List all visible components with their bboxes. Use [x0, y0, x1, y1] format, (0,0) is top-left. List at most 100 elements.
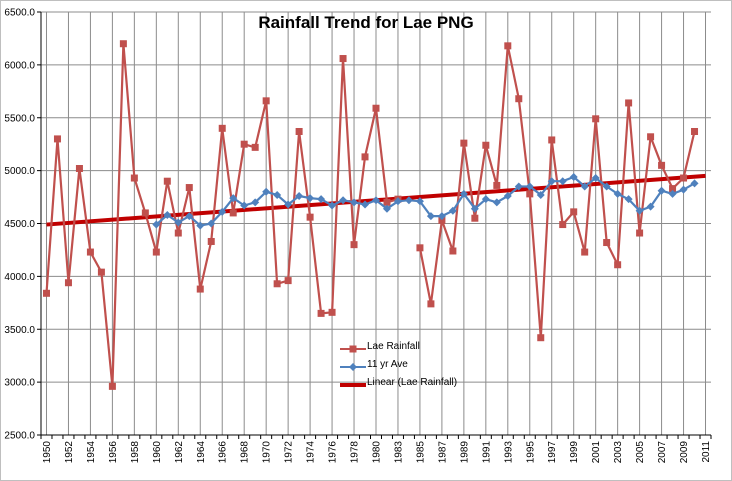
data-point-11-yr-ave: [591, 174, 600, 183]
x-tick-label: 1962: [174, 441, 185, 464]
data-point-lae-rainfall: [119, 40, 127, 48]
data-point-11-yr-ave: [295, 192, 304, 201]
data-point-lae-rainfall: [207, 237, 215, 245]
x-tick-label: 2001: [591, 441, 602, 464]
data-point-lae-rainfall: [658, 161, 666, 169]
y-tick-label: 5500.0: [4, 113, 35, 124]
data-point-11-yr-ave: [580, 182, 589, 191]
x-tick-label: 2005: [635, 441, 646, 464]
data-point-lae-rainfall: [614, 261, 622, 269]
data-point-11-yr-ave: [393, 197, 402, 206]
chart-title: Rainfall Trend for Lae PNG: [258, 13, 474, 32]
legend-item-lae-rainfall: Lae Rainfall: [340, 340, 490, 358]
x-tick-label: 2009: [679, 441, 690, 464]
x-tick-label: 1995: [525, 441, 536, 464]
legend-swatch-11yr-ave: [340, 363, 366, 371]
data-point-11-yr-ave: [284, 200, 293, 209]
data-point-lae-rainfall: [328, 308, 336, 316]
data-point-lae-rainfall: [647, 133, 655, 141]
data-point-lae-rainfall: [372, 104, 380, 112]
data-point-11-yr-ave: [448, 206, 457, 215]
data-point-lae-rainfall: [581, 248, 589, 256]
data-point-11-yr-ave: [503, 192, 512, 201]
y-tick-label: 3500.0: [4, 325, 35, 336]
legend-item-11yr-ave: 11 yr Ave: [340, 358, 490, 376]
data-point-11-yr-ave: [317, 195, 326, 204]
data-point-11-yr-ave: [558, 177, 567, 186]
x-tick-label: 1954: [86, 441, 97, 464]
grid-layer: [41, 11, 711, 436]
data-point-lae-rainfall: [273, 280, 281, 288]
data-point-lae-rainfall: [317, 309, 325, 317]
y-tick-label: 4000.0: [4, 272, 35, 283]
series-11-yr-ave: [152, 172, 699, 230]
data-point-11-yr-ave: [404, 196, 413, 205]
data-point-lae-rainfall: [75, 165, 83, 173]
data-point-11-yr-ave: [602, 182, 611, 191]
data-point-11-yr-ave: [690, 179, 699, 188]
x-tick-label: 1978: [350, 441, 361, 464]
data-point-11-yr-ave: [525, 182, 534, 191]
data-point-lae-rainfall: [438, 216, 446, 224]
data-point-lae-rainfall: [504, 42, 512, 50]
data-point-lae-rainfall: [350, 241, 358, 249]
data-point-11-yr-ave: [218, 207, 227, 216]
x-tick-label: 1980: [372, 441, 383, 464]
data-point-lae-rainfall: [130, 174, 138, 182]
data-point-lae-rainfall: [548, 136, 556, 144]
data-point-11-yr-ave: [361, 200, 370, 209]
series-layer: [42, 40, 699, 390]
data-point-11-yr-ave: [163, 211, 172, 220]
data-point-lae-rainfall: [141, 209, 149, 217]
data-point-11-yr-ave: [207, 219, 216, 228]
data-point-11-yr-ave: [569, 172, 578, 181]
data-point-lae-rainfall: [64, 279, 72, 287]
x-tick-label: 1950: [42, 441, 53, 464]
data-point-lae-rainfall: [306, 213, 314, 221]
y-tick-label: 3000.0: [4, 378, 35, 389]
legend-label-linear-trend: Linear (Lae Rainfall): [367, 377, 458, 388]
data-point-11-yr-ave: [536, 190, 545, 199]
data-point-11-yr-ave: [481, 195, 490, 204]
data-point-11-yr-ave: [306, 194, 315, 203]
x-tick-label: 1983: [393, 441, 404, 464]
data-point-11-yr-ave: [514, 182, 523, 191]
data-point-11-yr-ave: [459, 189, 468, 198]
legend-swatch-linear-trend: [340, 383, 366, 387]
data-point-11-yr-ave: [262, 187, 271, 196]
x-tick-label: 2011: [701, 441, 712, 463]
data-point-lae-rainfall: [108, 382, 116, 390]
x-tick-label: 1966: [218, 441, 229, 464]
data-point-lae-rainfall: [152, 248, 160, 256]
x-tick-label: 1991: [481, 441, 492, 464]
data-point-lae-rainfall: [383, 198, 391, 206]
x-tick-label: 1956: [108, 441, 119, 464]
data-point-lae-rainfall: [570, 208, 578, 216]
data-point-11-yr-ave: [668, 189, 677, 198]
data-point-lae-rainfall: [427, 300, 435, 308]
x-tick-label: 1989: [459, 441, 470, 464]
data-point-lae-rainfall: [185, 184, 193, 192]
data-point-11-yr-ave: [273, 190, 282, 199]
data-point-lae-rainfall: [515, 95, 523, 103]
data-point-11-yr-ave: [229, 194, 238, 203]
data-point-11-yr-ave: [196, 221, 205, 230]
x-tick-label: 1972: [284, 441, 295, 464]
data-point-11-yr-ave: [185, 212, 194, 221]
data-point-lae-rainfall: [361, 153, 369, 161]
data-point-lae-rainfall: [669, 185, 677, 193]
x-tick-label: 2007: [657, 441, 668, 464]
legend-label-11yr-ave: 11 yr Ave: [367, 359, 408, 370]
data-point-11-yr-ave: [372, 196, 380, 205]
data-point-lae-rainfall: [53, 135, 61, 143]
data-point-11-yr-ave: [152, 220, 161, 229]
data-point-11-yr-ave: [470, 204, 479, 213]
x-tick-label: 1952: [64, 441, 75, 464]
data-point-lae-rainfall: [218, 124, 226, 132]
data-point-lae-rainfall: [471, 214, 479, 222]
x-tick-label: 1974: [306, 441, 317, 464]
data-point-lae-rainfall: [636, 229, 644, 237]
data-point-lae-rainfall: [625, 99, 633, 107]
data-point-lae-rainfall: [251, 143, 259, 151]
